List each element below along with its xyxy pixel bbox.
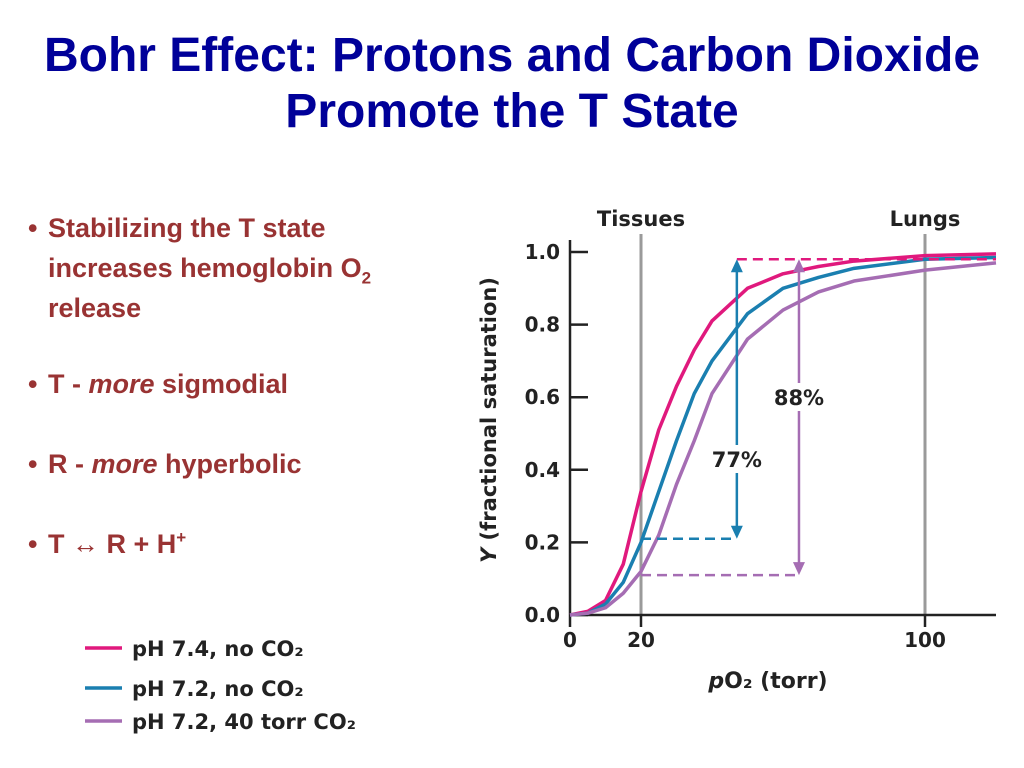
y-axis-label: Y (fractional saturation): [477, 277, 501, 563]
curve: [569, 252, 997, 617]
x-axis-label: pO₂ (torr): [707, 669, 827, 694]
superscript: +: [176, 528, 187, 547]
label-bg: [706, 445, 767, 473]
slide-title: Bohr Effect: Protons and Carbon Dioxide …: [43, 29, 981, 138]
bullet-text: sigmodial: [154, 369, 289, 399]
y-tick-label: 0.8: [525, 313, 560, 337]
y-tick-label: 0.4: [525, 458, 560, 482]
reference-label: Tissues: [597, 207, 685, 231]
bullet-list: Stabilizing the T state increases hemogl…: [28, 208, 428, 604]
bullet-text: T -: [48, 369, 89, 399]
arrow-head: [730, 525, 743, 539]
subscript: 2: [361, 268, 372, 288]
bullet: T - more sigmodial: [28, 364, 428, 404]
arrow-head: [792, 259, 805, 273]
bullet-text: hyperbolic: [157, 449, 302, 479]
arrow-head: [730, 259, 743, 273]
legend-label: pH 7.4, no CO₂: [132, 637, 304, 661]
bracket-label: 88%: [774, 386, 824, 410]
bullet-text: T ↔ R + H: [48, 529, 177, 559]
bullet: R - more hyperbolic: [28, 444, 428, 484]
x-axis-text: O₂ (torr): [724, 669, 827, 694]
x-axis-var: p: [707, 669, 724, 694]
y-axis-text: (fractional saturation): [477, 277, 501, 540]
arrow-head: [792, 562, 805, 576]
legend-label: pH 7.2, no CO₂: [132, 677, 304, 701]
emphasis: more: [88, 369, 155, 399]
y-tick-label: 0.6: [525, 385, 560, 409]
x-tick-label: 20: [627, 628, 655, 652]
curve: [569, 255, 997, 617]
reference-label: Lungs: [890, 207, 961, 231]
x-tick-label: 100: [904, 628, 946, 652]
y-tick-label: 1.0: [525, 240, 560, 264]
curve: [569, 261, 997, 617]
bullet: T ↔ R + H+: [28, 524, 428, 564]
emphasis: more: [91, 449, 158, 479]
bullet-text: release: [48, 293, 142, 323]
bullet-text: Stabilizing the T state increases hemogl…: [48, 213, 362, 283]
bracket-label: 77%: [712, 448, 762, 472]
y-axis-var: Y: [477, 546, 501, 563]
bullet-text: R -: [48, 449, 92, 479]
y-tick-label: 0.2: [525, 530, 560, 554]
x-tick-label: 0: [563, 628, 577, 652]
label-bg: [768, 383, 829, 411]
y-tick-label: 0.0: [525, 603, 560, 627]
bullet: Stabilizing the T state increases hemogl…: [28, 208, 428, 328]
legend-label: pH 7.2, 40 torr CO₂: [132, 710, 356, 734]
